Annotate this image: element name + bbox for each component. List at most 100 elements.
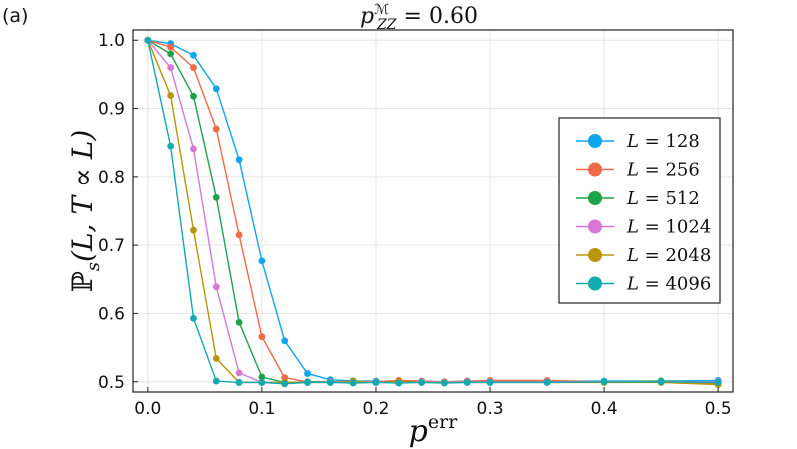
data-point (304, 379, 311, 386)
data-point (281, 337, 289, 345)
series-layer (144, 36, 722, 388)
grid (133, 30, 733, 392)
data-point (212, 125, 220, 133)
y-tick-label: 0.9 (98, 100, 125, 120)
series-line (147, 40, 719, 385)
y-axis-label: ℙs(L, T ∝ L) (66, 130, 104, 293)
title-base: p (360, 4, 374, 29)
data-point (190, 314, 197, 322)
data-point (190, 226, 197, 234)
y-axis-label-pre: ℙ (66, 271, 99, 292)
data-point (167, 43, 175, 51)
data-point (190, 51, 197, 59)
data-point (258, 379, 266, 386)
x-tick-label: 0.4 (591, 399, 618, 419)
x-axis-label-base: p (409, 414, 428, 449)
data-point (349, 379, 357, 387)
legend-label-value: = 512 (639, 188, 700, 209)
title-rest: = 0.60 (397, 4, 478, 29)
chart-title: pℳ ZZ = 0.60 (360, 2, 478, 33)
legend-label: L = 128 (626, 131, 700, 152)
legend-entry-4096: L = 4096 (576, 274, 711, 295)
legend-label-var: L (626, 188, 639, 209)
title-sub: ZZ (376, 17, 397, 33)
data-point (372, 379, 380, 386)
legend-marker (588, 191, 602, 205)
data-point (190, 92, 197, 100)
y-ticks: 0.5 0.6 0.7 0.8 0.9 1.0 (98, 31, 138, 393)
x-tick-label: 0.0 (134, 399, 161, 419)
data-point (486, 379, 494, 386)
data-point (304, 370, 311, 377)
legend-marker (588, 162, 602, 177)
legend-label: L = 512 (626, 188, 700, 209)
y-axis-label-post: (L, T ∝ L) (66, 130, 99, 262)
data-point (258, 373, 266, 381)
data-point (167, 50, 175, 58)
data-point (167, 64, 175, 71)
data-point (235, 231, 243, 239)
data-point (235, 379, 243, 386)
y-tick-label: 0.5 (98, 373, 125, 393)
data-point (212, 377, 220, 385)
x-tick-label: 0.3 (477, 399, 504, 419)
legend-marker (588, 134, 602, 148)
data-point (167, 92, 175, 99)
x-tick-label: 0.1 (248, 399, 275, 419)
plot-frame (132, 29, 734, 393)
data-point (212, 355, 220, 362)
legend-entry-1024: L = 1024 (576, 217, 711, 238)
legend-label: L = 2048 (626, 245, 711, 266)
legend-label-value: = 256 (639, 160, 700, 181)
legend-label-value: = 128 (639, 131, 700, 152)
data-point (190, 145, 197, 153)
data-point (235, 156, 243, 164)
data-point (395, 379, 403, 387)
legend-marker (588, 248, 602, 262)
panel-label: (a) (2, 5, 28, 27)
legend-marker (588, 276, 602, 291)
data-point (543, 379, 551, 386)
data-point (657, 378, 665, 386)
series-4096 (144, 36, 722, 388)
data-point (418, 379, 425, 386)
data-point (463, 379, 471, 386)
legend-marker (588, 219, 602, 234)
data-point (212, 283, 220, 291)
data-point (144, 36, 152, 44)
x-axis-label: perr (409, 411, 459, 449)
legend-label-var: L (626, 131, 639, 152)
legend-label-var: L (626, 274, 639, 295)
data-point (441, 379, 448, 387)
y-tick-label: 0.7 (98, 236, 125, 256)
data-point (212, 85, 220, 93)
legend-label-var: L (626, 217, 639, 238)
data-point (258, 333, 266, 341)
legend-label-var: L (626, 160, 639, 181)
x-tick-label: 0.2 (362, 399, 389, 419)
data-point (326, 379, 334, 386)
legend-entry-2048: L = 2048 (576, 245, 711, 266)
legend-entry-256: L = 256 (576, 160, 700, 181)
legend-label-value: = 2048 (639, 245, 711, 266)
data-point (714, 379, 722, 386)
legend-label-var: L (626, 245, 639, 266)
legend-label-value: = 4096 (639, 274, 711, 295)
data-point (600, 378, 608, 386)
data-point (281, 380, 289, 388)
data-point (190, 64, 197, 71)
x-axis-label-sup: err (428, 411, 458, 433)
title-sup: ℳ (374, 2, 389, 18)
x-ticks: 0.0 0.1 0.2 0.3 0.4 0.5 (134, 387, 732, 419)
y-tick-label: 0.8 (98, 168, 125, 188)
y-axis-label-sub: s (83, 262, 104, 271)
data-point (281, 374, 289, 382)
x-tick-label: 0.5 (705, 399, 732, 419)
legend-entry-512: L = 512 (576, 188, 700, 209)
data-point (235, 369, 243, 377)
y-tick-label: 0.6 (98, 304, 125, 324)
legend-label: L = 1024 (626, 217, 711, 238)
legend-label: L = 256 (626, 160, 700, 181)
legend-box (558, 117, 721, 304)
